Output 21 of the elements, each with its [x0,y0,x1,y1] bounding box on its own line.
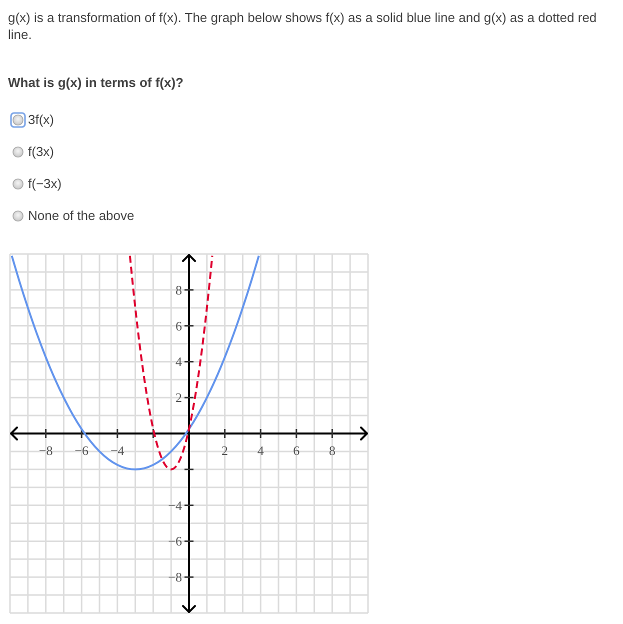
y-tick-label: 8 [176,282,182,298]
text: f(−3x) [28,175,62,192]
text: f(3x) [28,143,54,160]
chart-subtitle: What is g(x) in terms of f(x)? [8,74,184,91]
line-series [128,254,214,470]
x-tick-label: −8 [38,443,53,458]
y-tick-label: 2 [176,390,182,406]
x-tick-label: 4 [257,443,264,458]
x-tick-label: −4 [110,443,125,458]
x-tick-label: 8 [328,443,336,458]
y-tick-label: −8 [168,570,182,585]
text: None of the above [28,207,134,224]
text: 3f(x) [28,111,54,128]
y-tick-label: −6 [168,534,182,549]
chart-title: g(x) is a transformation of f(x). The graph below shows f(x) as a solid blue line and g(x) as a dotted red line. [8,9,598,43]
x-tick-label: −6 [74,443,90,458]
x-tick-label: 2 [222,443,228,458]
y-tick-label: −4 [168,498,182,513]
x-tick-label: 6 [293,443,300,458]
y-tick-label: 4 [176,354,182,370]
y-tick-label: 6 [176,318,182,334]
